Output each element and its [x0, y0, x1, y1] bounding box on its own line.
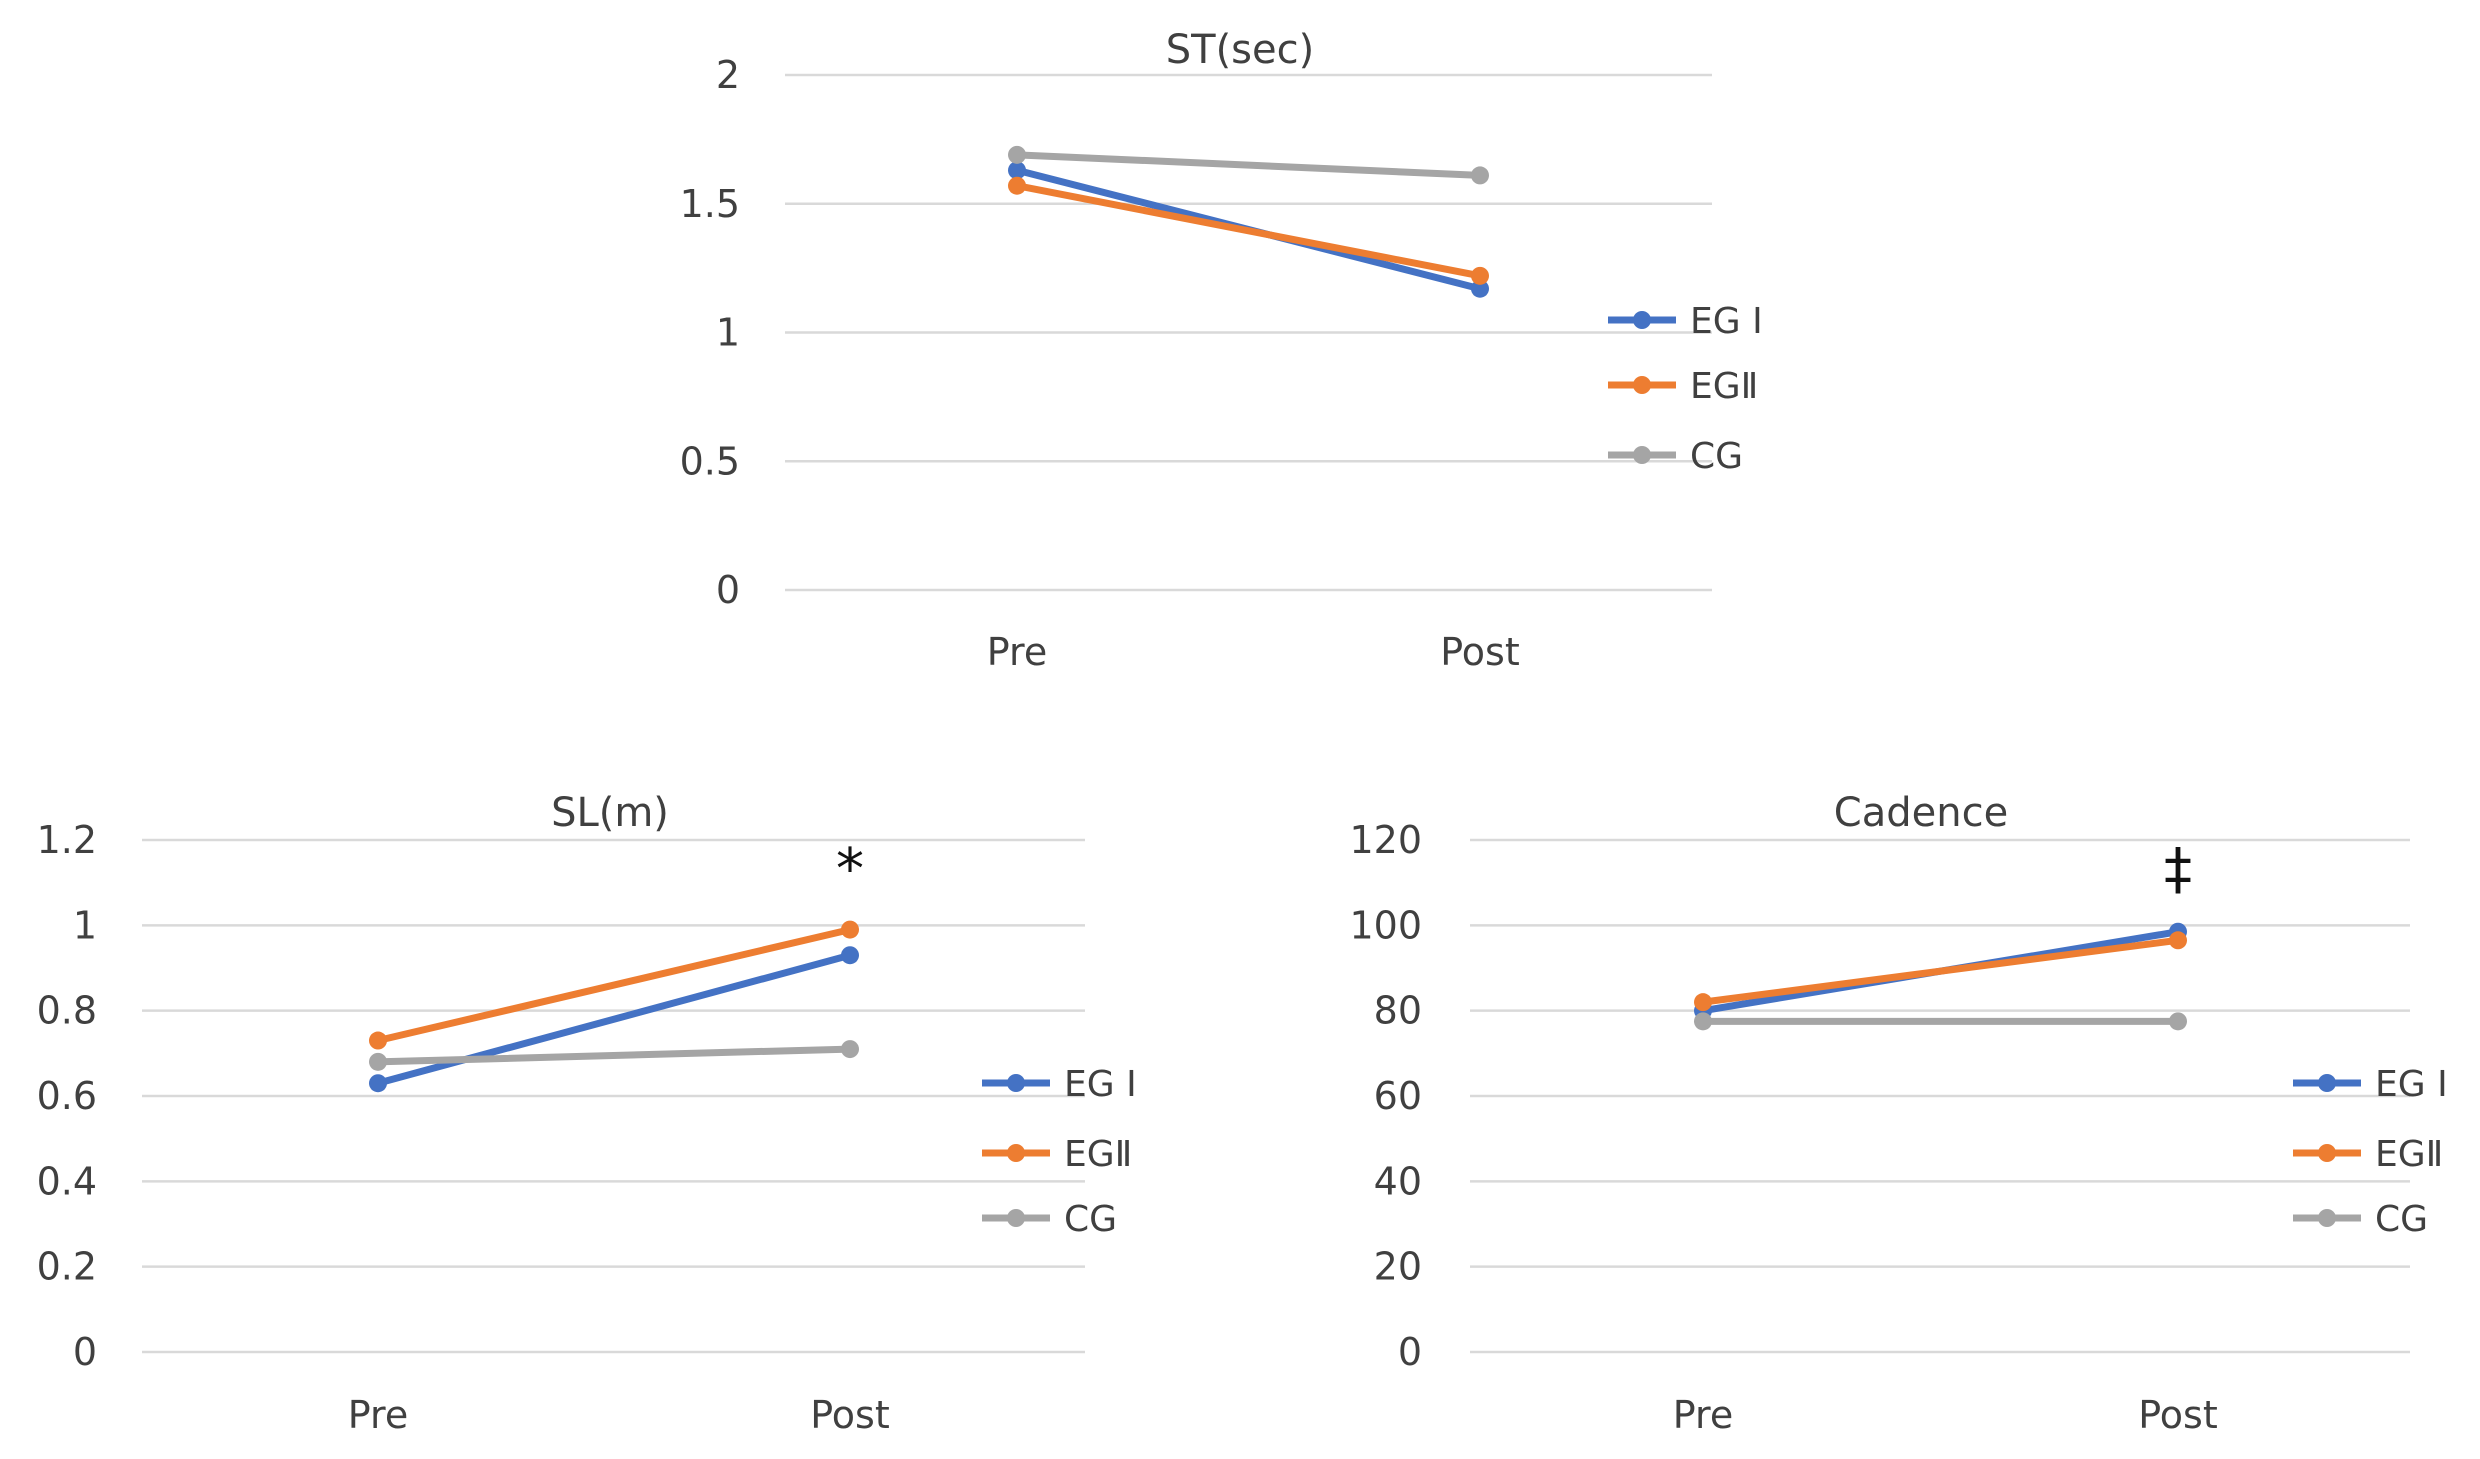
y-tick-label: 60 — [1374, 1074, 1422, 1118]
legend-swatch-marker — [1633, 311, 1651, 329]
x-tick-label: Post — [1440, 630, 1520, 674]
y-tick-label: 1.5 — [680, 182, 740, 226]
data-point — [1008, 176, 1026, 195]
x-tick-label: Pre — [987, 630, 1047, 674]
y-tick-label: 100 — [1349, 903, 1422, 947]
chart-title: SL(m) — [551, 790, 669, 836]
legend-label: EG I — [2375, 1064, 2448, 1105]
y-tick-label: 40 — [1374, 1159, 1422, 1203]
data-point — [1471, 166, 1489, 185]
legend-label: EGⅡ — [2375, 1134, 2443, 1175]
chart-title: ST(sec) — [1166, 27, 1314, 73]
data-point — [841, 946, 859, 965]
y-tick-label: 1.2 — [37, 818, 97, 862]
data-point — [1471, 266, 1489, 285]
data-point — [841, 1040, 859, 1059]
data-point — [1694, 993, 1712, 1012]
y-tick-label: 1 — [716, 311, 740, 355]
x-tick-label: Pre — [1673, 1393, 1733, 1437]
significance-marker: ‡ — [2164, 837, 2192, 902]
legend-swatch-marker — [1633, 376, 1651, 394]
x-tick-label: Post — [810, 1393, 890, 1437]
chart-sl: SL(m) 0 0.2 0.4 0.6 0.8 1 1.2 Pre Post E… — [37, 790, 1137, 1437]
x-tick-label: Pre — [348, 1393, 408, 1437]
legend-label: EGⅡ — [1064, 1134, 1132, 1175]
series-line — [1013, 182, 1484, 280]
data-point — [841, 920, 859, 939]
data-point — [369, 1052, 387, 1071]
legend-label: EG I — [1690, 301, 1763, 342]
significance-marker: * — [836, 837, 864, 902]
legend-swatch-marker — [2318, 1074, 2336, 1092]
data-point — [2169, 931, 2187, 950]
legend-swatch-marker — [2318, 1209, 2336, 1227]
data-point — [1471, 279, 1489, 298]
series-line — [1013, 151, 1484, 179]
legend-swatch-marker — [1007, 1209, 1025, 1227]
y-tick-label: 1 — [73, 903, 97, 947]
x-tick-label: Post — [2138, 1393, 2218, 1437]
y-tick-label: 80 — [1374, 989, 1422, 1033]
legend-label: CG — [1064, 1199, 1117, 1240]
y-tick-label: 0.2 — [37, 1245, 97, 1289]
data-point — [1694, 1012, 1712, 1031]
series-line — [374, 1045, 854, 1066]
y-tick-label: 20 — [1374, 1245, 1422, 1289]
legend-swatch-marker — [2318, 1144, 2336, 1162]
legend-label: CG — [1690, 436, 1743, 477]
series-line — [374, 951, 854, 1087]
y-tick-label: 0.5 — [680, 439, 740, 483]
y-tick-label: 0.4 — [37, 1159, 97, 1203]
y-tick-label: 0 — [716, 568, 740, 612]
y-tick-label: 0.6 — [37, 1074, 97, 1118]
series-line — [374, 926, 854, 1045]
legend-swatch-marker — [1633, 446, 1651, 464]
legend-label: EGⅡ — [1690, 366, 1758, 407]
legend-swatch-marker — [1007, 1144, 1025, 1162]
series-line — [1699, 936, 2182, 1006]
y-tick-label: 0 — [1398, 1330, 1422, 1374]
data-point — [369, 1031, 387, 1050]
y-tick-label: 2 — [716, 53, 740, 97]
chart-cadence: Cadence 0 20 40 60 80 100 120 Pre Post E… — [1349, 790, 2447, 1437]
data-point — [1008, 161, 1026, 180]
y-tick-label: 120 — [1349, 818, 1422, 862]
legend-label: EG I — [1064, 1064, 1137, 1105]
chart-title: Cadence — [1834, 790, 2008, 836]
legend-swatch-marker — [1007, 1074, 1025, 1092]
data-point — [2169, 1012, 2187, 1031]
y-tick-label: 0.8 — [37, 989, 97, 1033]
legend-label: CG — [2375, 1199, 2428, 1240]
data-point — [1008, 145, 1026, 164]
y-tick-label: 0 — [73, 1330, 97, 1374]
data-point — [369, 1074, 387, 1093]
chart-st: ST(sec) 0 0.5 1 1.5 2 Pre Post EG I EGⅡ … — [680, 27, 1763, 674]
